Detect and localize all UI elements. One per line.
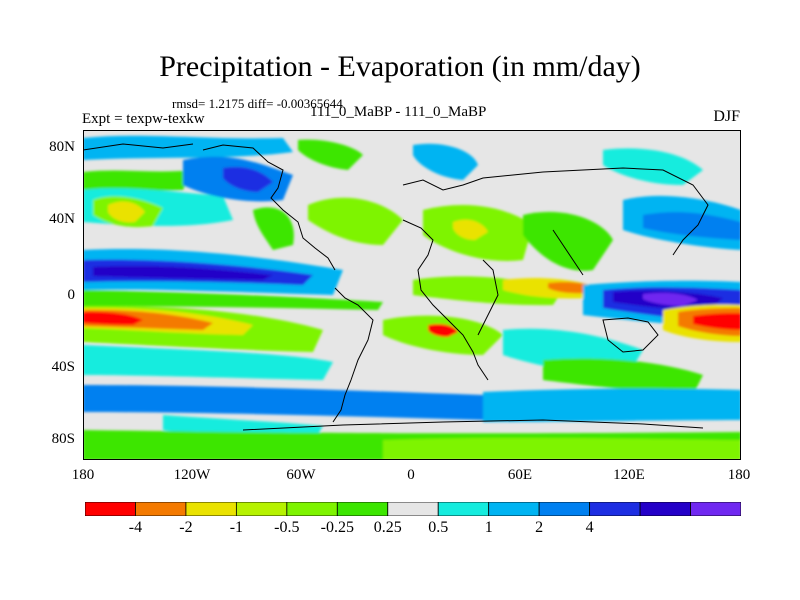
field-patch (308, 197, 403, 245)
field-patch (643, 292, 698, 306)
field-patch (83, 135, 293, 160)
colorbar-swatch (235, 502, 288, 516)
coastline (332, 287, 374, 423)
field-patch (603, 148, 703, 185)
y-tick-label: 80N (49, 139, 75, 155)
colorbar-swatch (437, 502, 490, 516)
colorbar-swatch (185, 502, 237, 516)
x-tick-label: 120W (173, 467, 211, 483)
y-tick-label: 0 (67, 287, 76, 303)
colorbar-swatch (336, 502, 389, 516)
x-tick-label: 180 (71, 467, 95, 483)
field-patch (83, 345, 333, 380)
colorbar-swatch (690, 502, 741, 516)
field-patch (428, 323, 458, 337)
field-patch (83, 170, 193, 191)
coastline (402, 167, 709, 256)
map-plot (83, 130, 741, 460)
x-tick-label: 180 (727, 467, 751, 483)
stats-line: rmsd= 1.2175 diff= -0.00365644 (172, 96, 343, 111)
colorbar-swatch (85, 502, 136, 516)
colorbar (85, 502, 741, 516)
colorbar-label: -2 (179, 519, 193, 536)
colorbar-swatch (639, 502, 691, 516)
coastline (83, 143, 194, 151)
field-patch (93, 265, 273, 280)
colorbar-label: 0.5 (428, 519, 449, 536)
coastline (402, 219, 489, 381)
x-tick-label: 120E (613, 467, 645, 483)
y-tick-label: 40S (51, 359, 75, 375)
x-tick-label: 60W (286, 467, 316, 483)
season-label: DJF (713, 108, 740, 125)
coastline (202, 144, 336, 271)
colorbar-label: 1 (484, 519, 493, 536)
colorbar-label: -0.25 (320, 519, 354, 536)
field-patch (643, 212, 741, 240)
coastline (242, 419, 704, 431)
colorbar-label: -0.5 (274, 519, 300, 536)
field-patch (108, 201, 145, 223)
coastlines (83, 143, 709, 431)
experiment-label: Expt = texpw-texkw (82, 111, 205, 127)
colorbar-swatch (538, 502, 591, 516)
field-patch (543, 358, 703, 395)
run-label: 111_0_MaBP - 111_0_MaBP (310, 104, 487, 120)
coastline (477, 259, 499, 336)
x-tick-label: 60E (507, 467, 533, 483)
plot-title: Precipitation - Evaporation (in mm/day) (159, 50, 641, 83)
colorbar-label: 0.25 (373, 519, 402, 536)
field-patch (523, 211, 613, 271)
coastline (602, 317, 659, 353)
field-patch (253, 207, 294, 250)
field-patch (693, 313, 741, 330)
colorbar-label: 2 (535, 519, 544, 536)
field-patch (413, 143, 478, 180)
field-patch (483, 388, 741, 422)
field-patch (298, 139, 363, 170)
map-frame (83, 130, 741, 460)
field-patch (83, 290, 383, 310)
precip-field (83, 135, 741, 460)
field-patch (383, 437, 741, 460)
field-patch (223, 166, 273, 192)
field-patch (83, 385, 483, 420)
colorbar-label: 4 (585, 519, 594, 536)
y-tick-label: 40N (49, 211, 75, 227)
colorbar-label: -1 (229, 519, 244, 536)
y-tick-label: 80S (51, 431, 75, 447)
colorbar-swatch (488, 502, 540, 516)
colorbar-swatch (135, 502, 187, 516)
colorbar-swatch (387, 502, 439, 516)
x-tick-label: 0 (407, 467, 415, 483)
colorbar-swatch (286, 502, 338, 516)
field-patch (83, 311, 143, 325)
colorbar-swatch (589, 502, 641, 516)
coastline (552, 229, 584, 276)
colorbar-label: -4 (128, 519, 143, 536)
field-patch (453, 219, 488, 240)
